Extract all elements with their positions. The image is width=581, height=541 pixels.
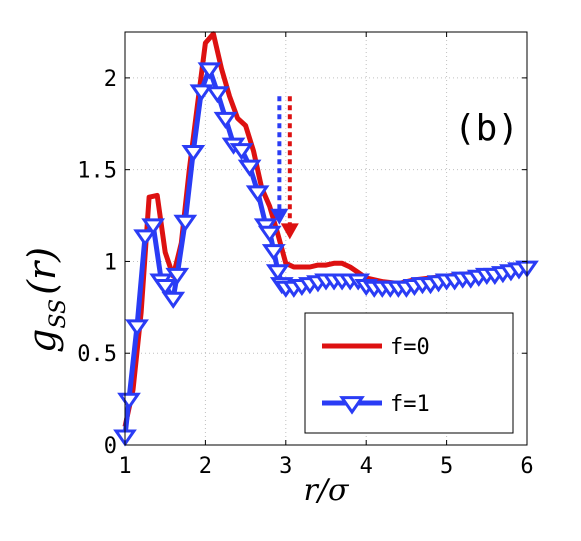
data-point [237, 159, 262, 177]
data-point [165, 267, 190, 286]
y-axis-label-main: g [20, 329, 64, 353]
legend-label-f1: f=1 [390, 392, 430, 417]
data-point [197, 62, 222, 80]
data-point [133, 229, 157, 247]
y-tick-label: 2 [104, 67, 117, 92]
series-layer [113, 31, 539, 447]
data-point [261, 244, 286, 262]
y-tick-label: 1 [104, 250, 117, 275]
data-point [257, 225, 282, 243]
ticks: 1 2 3 4 5 6 0 0.5 1 1.5 2 [77, 32, 534, 479]
annotation-arrow-head-0 [270, 208, 289, 225]
x-tick-label: 6 [520, 454, 533, 479]
data-point [245, 185, 270, 203]
data-point [205, 86, 230, 104]
x-tick-label: 3 [279, 454, 292, 479]
data-point [141, 218, 166, 236]
legend-marker-f1 [339, 396, 365, 415]
legend-box [304, 312, 514, 434]
annotation-layer [270, 96, 299, 240]
data-point [153, 278, 178, 297]
x-tick-label: 2 [199, 454, 212, 479]
annotation-arrow-head-1 [280, 223, 299, 240]
data-point [229, 143, 254, 161]
x-tick-label: 1 [118, 454, 131, 479]
data-point [173, 214, 198, 232]
y-axis-label-argument: (r) [20, 247, 64, 295]
data-point [213, 111, 238, 130]
x-tick-label: 5 [440, 454, 453, 479]
data-point [265, 264, 290, 282]
data-point [161, 291, 186, 309]
svg-text:gSS(r): gSS (r) [20, 247, 71, 353]
y-tick-label: 1.5 [77, 159, 117, 184]
x-axis-label: r/σ [304, 473, 350, 508]
data-point [125, 319, 149, 337]
data-point [189, 84, 214, 102]
legend-label-f0: f=0 [390, 335, 430, 360]
y-axis-label: gSS (r) [20, 247, 71, 353]
y-tick-label: 0.5 [77, 342, 117, 367]
y-axis-label-subscript: SS [46, 299, 71, 329]
plot-frame [124, 31, 528, 446]
data-point [181, 144, 206, 163]
x-tick-label: 4 [360, 454, 373, 479]
panel-label: (b) [454, 108, 519, 149]
legend: f=0 f=1 [304, 312, 514, 434]
y-tick-label: 0 [104, 434, 117, 459]
